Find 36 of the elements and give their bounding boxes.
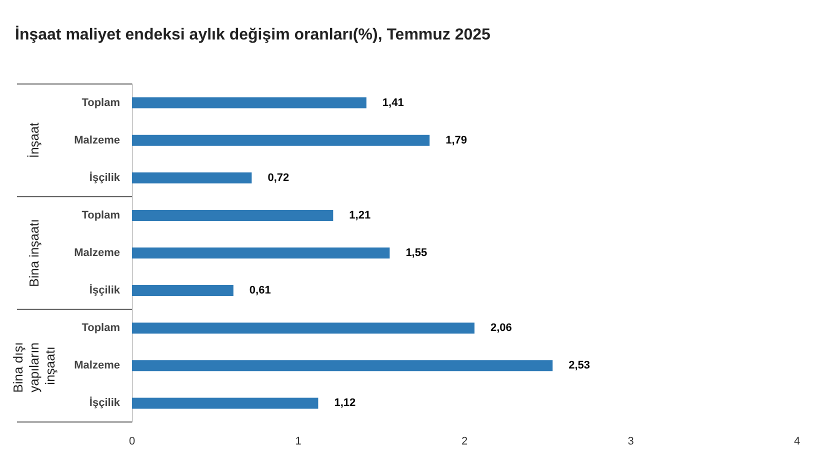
data-label: 1,55 [406, 247, 428, 259]
bar [132, 134, 430, 146]
text: Bina dışı yapıların inşaatı [10, 338, 58, 393]
data-label: 0,61 [249, 284, 271, 297]
text: Bina inşaatı [26, 219, 42, 287]
y-tick-label: İşçilik [89, 396, 121, 410]
x-tick-label: 4 [794, 436, 800, 448]
x-tick-label: 0 [128, 436, 136, 448]
data-label: 1,21 [349, 209, 371, 222]
data-label: 1,79 [446, 134, 468, 146]
y-tick-label: Malzeme [74, 247, 120, 259]
y-tick-label: İşçilik [89, 170, 121, 184]
y-tick-label: Toplam [82, 209, 120, 222]
bar [132, 248, 390, 258]
bar [132, 322, 474, 334]
x-tick-label: 1 [295, 436, 302, 448]
bar [132, 285, 234, 296]
bar [132, 97, 366, 108]
x-tick-label: 3 [628, 436, 634, 448]
data-label: 2,53 [568, 360, 590, 372]
chart-title: İnşaat maliyet endeksi aylık değişim oranları(%), Temmuz 2025 [15, 26, 491, 44]
y-tick-label: Toplam [82, 96, 120, 109]
y-tick-label: Toplam [82, 322, 120, 334]
y-tick-label: Malzeme [74, 134, 120, 146]
data-label: 1,12 [334, 397, 356, 410]
bar [132, 398, 318, 409]
data-label: 1,41 [382, 96, 404, 109]
bar [132, 360, 553, 372]
text: İnşaat [26, 122, 42, 158]
data-label: 2,06 [490, 322, 512, 334]
y-tick-label: Malzeme [74, 360, 120, 372]
bar [132, 172, 252, 184]
bar [132, 210, 334, 221]
y-tick-label: İşçilik [89, 284, 121, 297]
data-label: 0,72 [268, 172, 290, 184]
x-tick-label: 2 [461, 436, 468, 448]
